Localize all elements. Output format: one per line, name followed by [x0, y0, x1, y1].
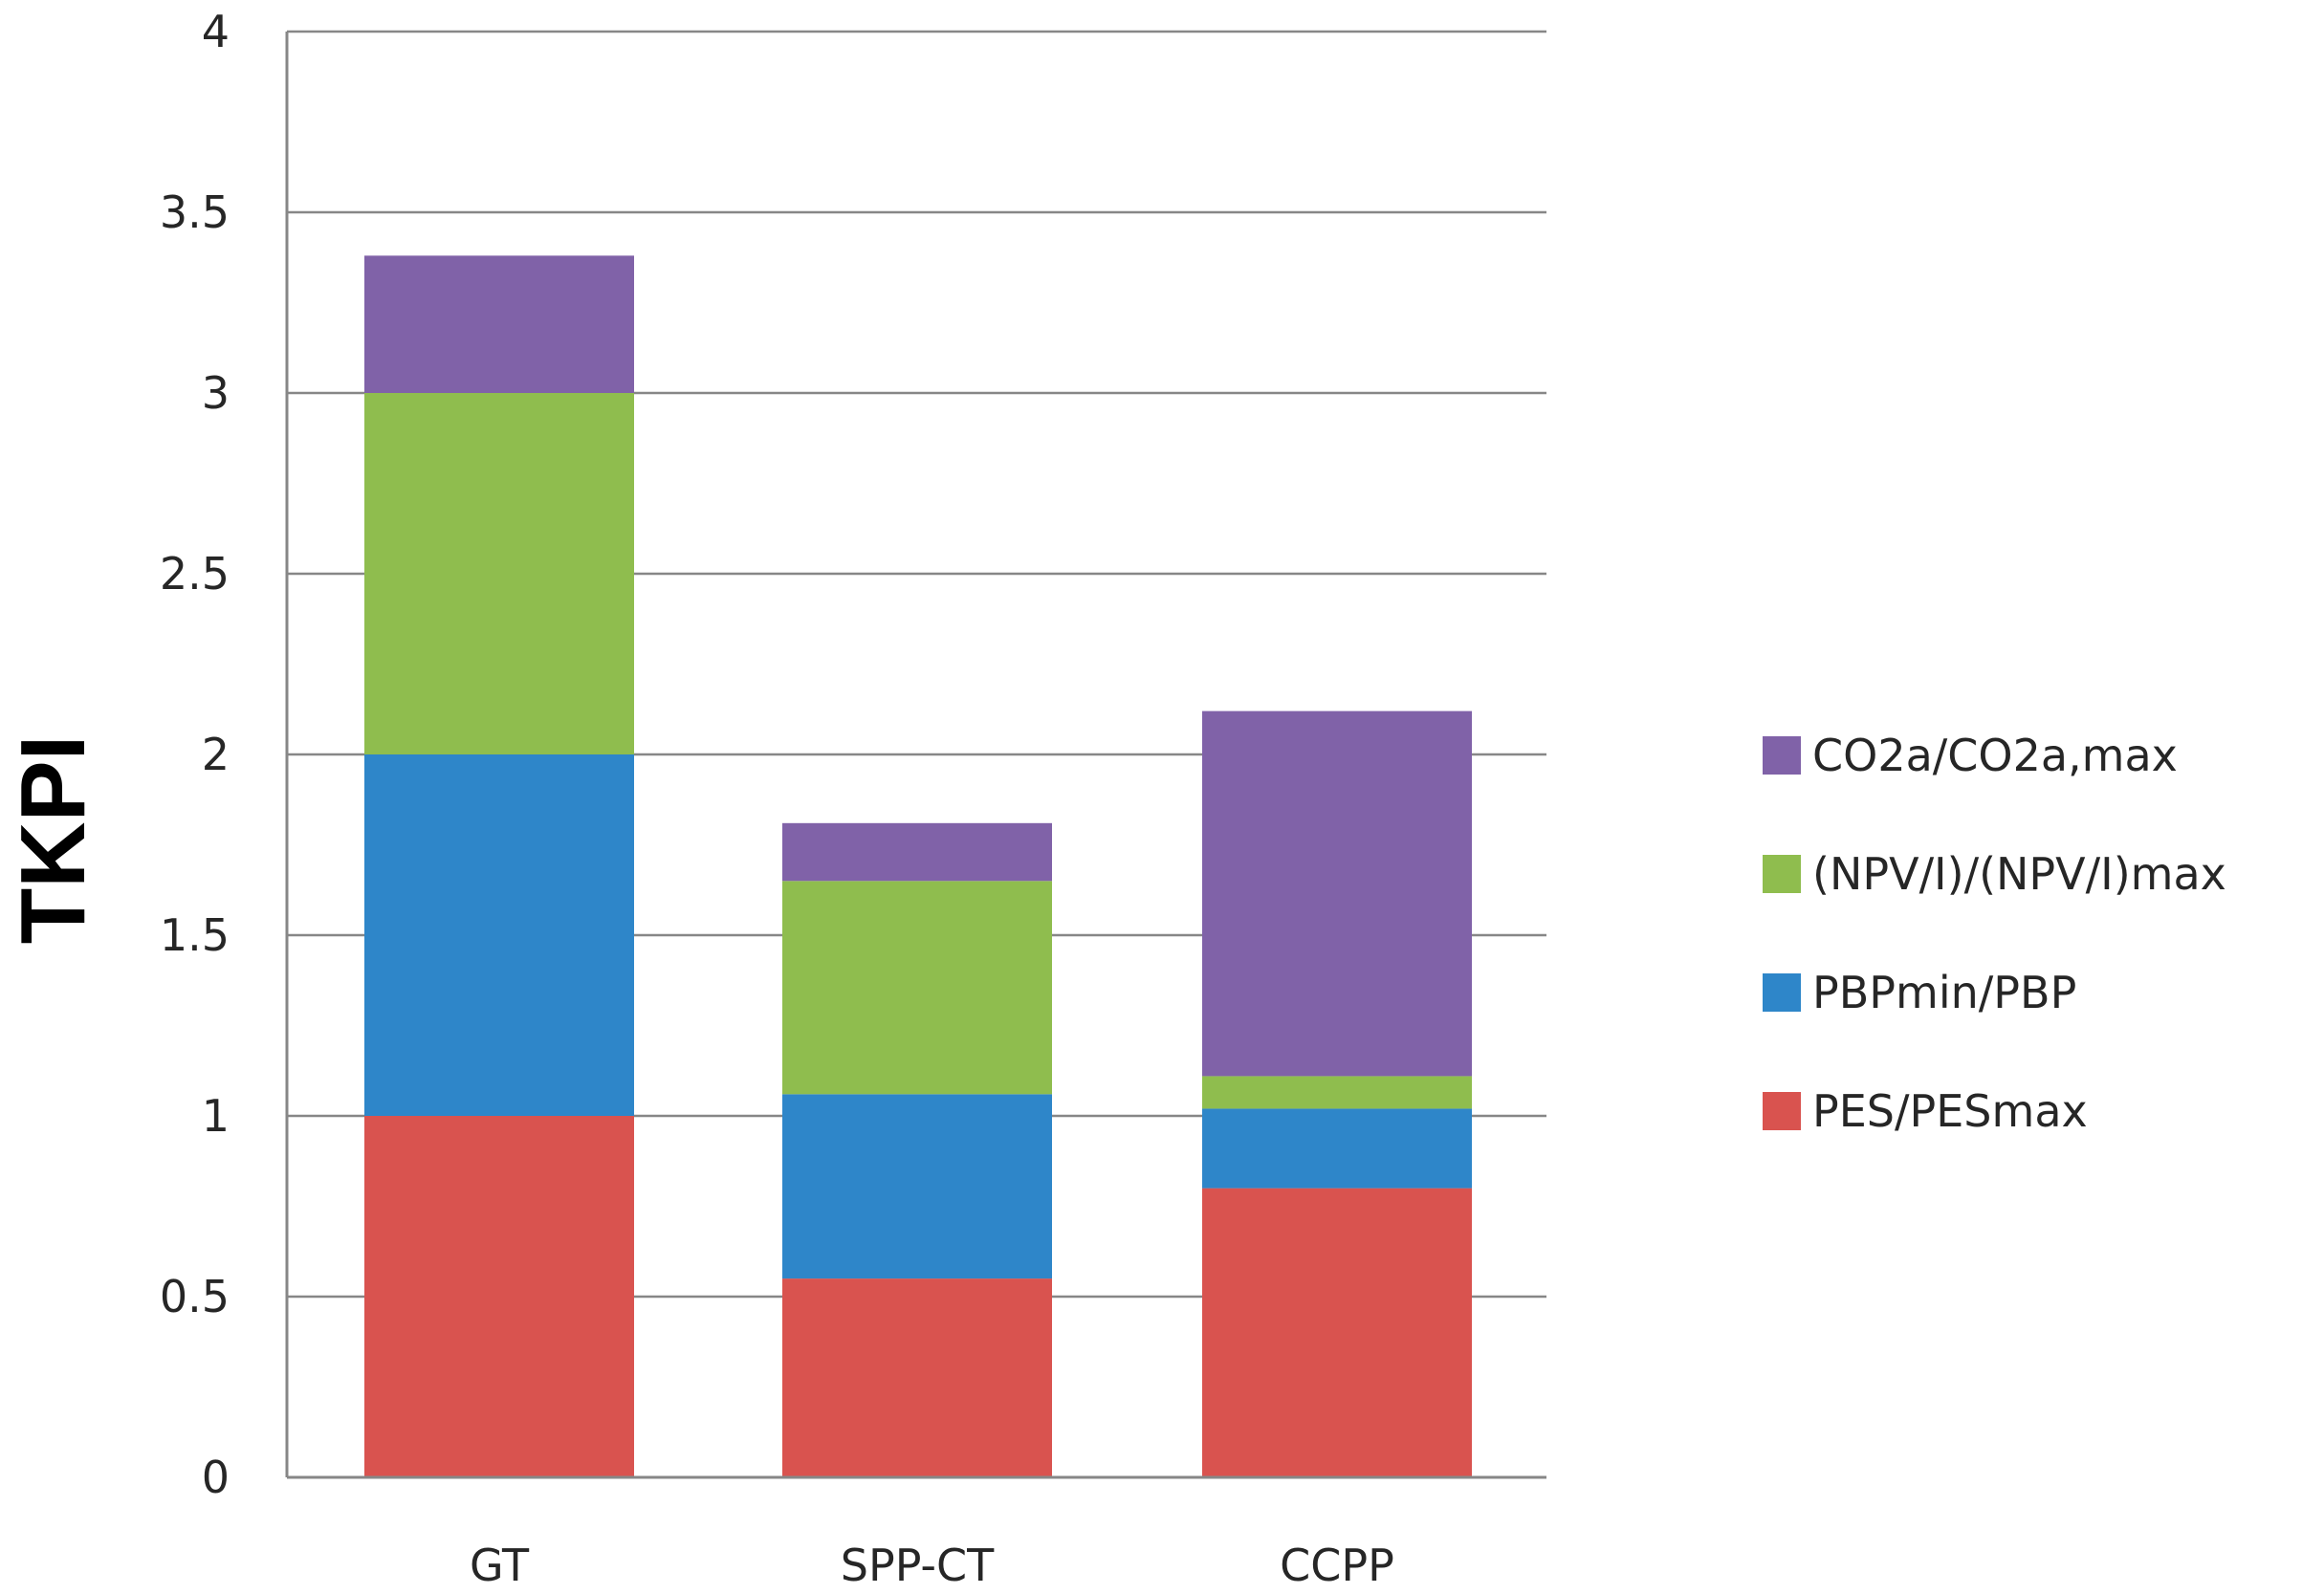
legend-label: PES/PESmax: [1812, 1085, 2088, 1137]
bar-ccpp-series-1: [1202, 1108, 1472, 1189]
y-tick-label: 3.5: [160, 186, 230, 238]
bar-spp-ct-series-0: [782, 1278, 1052, 1477]
bar-gt-series-2: [364, 393, 634, 754]
legend-label: PBPmin/PBP: [1812, 967, 2076, 1018]
y-tick-label: 0: [202, 1452, 230, 1503]
bar-gt-series-0: [364, 1116, 634, 1477]
y-axis-ticks: 0 0.5 1 1.5 2 2.5 3 3.5 4: [160, 6, 230, 1503]
bar-ccpp-series-3: [1202, 710, 1472, 1077]
y-tick-label: 2: [202, 729, 230, 780]
x-tick-label: GT: [470, 1539, 530, 1591]
y-tick-label: 0.5: [160, 1271, 230, 1322]
legend-swatch: [1763, 973, 1801, 1012]
bar-ccpp-series-0: [1202, 1188, 1472, 1477]
legend-swatch: [1763, 855, 1801, 893]
y-tick-label: 4: [202, 6, 230, 57]
bar-spp-ct-series-1: [782, 1094, 1052, 1279]
y-tick-label: 2.5: [160, 548, 230, 600]
legend: CO2a/CO2a,max (NPV/I)/(NPV/I)max PBPmin/PB…: [1763, 730, 2226, 1137]
legend-label: CO2a/CO2a,max: [1812, 730, 2178, 781]
bar-gt-series-1: [364, 754, 634, 1116]
y-tick-label: 1: [202, 1090, 230, 1142]
x-tick-label: SPP-CT: [841, 1539, 995, 1591]
y-tick-label: 3: [202, 367, 230, 419]
legend-swatch: [1763, 1092, 1801, 1130]
y-axis-label: TKPI: [2, 735, 104, 945]
bar-gt-series-3: [364, 255, 634, 393]
legend-label: (NPV/I)/(NPV/I)max: [1812, 848, 2226, 900]
bar-spp-ct-series-3: [782, 822, 1052, 882]
bar-ccpp-series-2: [1202, 1076, 1472, 1109]
y-tick-label: 1.5: [160, 909, 230, 961]
legend-swatch: [1763, 736, 1801, 775]
bars: [364, 255, 1472, 1477]
x-tick-label: CCPP: [1280, 1539, 1394, 1591]
bar-spp-ct-series-2: [782, 881, 1052, 1095]
x-axis: GT SPP-CT CCPP: [285, 32, 1546, 1591]
